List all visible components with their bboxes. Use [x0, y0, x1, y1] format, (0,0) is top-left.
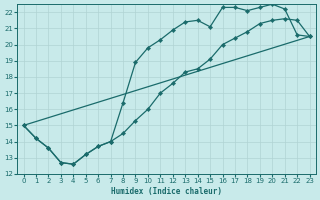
- X-axis label: Humidex (Indice chaleur): Humidex (Indice chaleur): [111, 187, 222, 196]
